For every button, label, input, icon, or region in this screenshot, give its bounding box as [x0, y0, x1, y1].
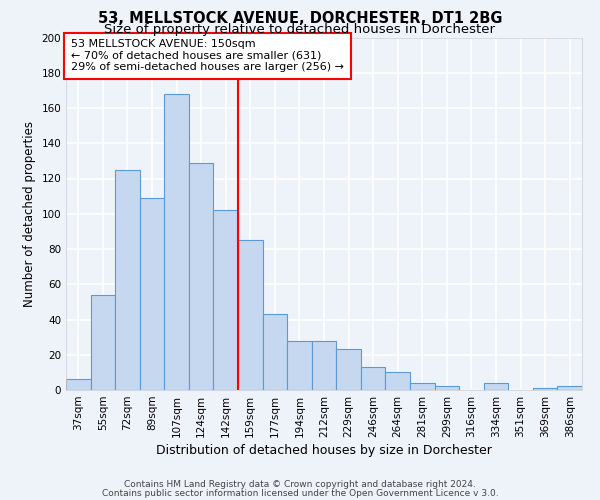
- Bar: [214, 210, 238, 390]
- Text: Size of property relative to detached houses in Dorchester: Size of property relative to detached ho…: [104, 23, 496, 36]
- Y-axis label: Number of detached properties: Number of detached properties: [23, 120, 36, 306]
- Text: 53 MELLSTOCK AVENUE: 150sqm
← 70% of detached houses are smaller (631)
29% of se: 53 MELLSTOCK AVENUE: 150sqm ← 70% of det…: [71, 40, 344, 72]
- Bar: [533, 388, 557, 390]
- Text: Contains HM Land Registry data © Crown copyright and database right 2024.: Contains HM Land Registry data © Crown c…: [124, 480, 476, 489]
- Text: Contains public sector information licensed under the Open Government Licence v : Contains public sector information licen…: [101, 488, 499, 498]
- Bar: [238, 240, 263, 390]
- Bar: [434, 386, 459, 390]
- Bar: [557, 386, 582, 390]
- X-axis label: Distribution of detached houses by size in Dorchester: Distribution of detached houses by size …: [156, 444, 492, 457]
- Bar: [164, 94, 189, 390]
- Bar: [91, 295, 115, 390]
- Bar: [385, 372, 410, 390]
- Text: 53, MELLSTOCK AVENUE, DORCHESTER, DT1 2BG: 53, MELLSTOCK AVENUE, DORCHESTER, DT1 2B…: [98, 11, 502, 26]
- Bar: [140, 198, 164, 390]
- Bar: [287, 340, 312, 390]
- Bar: [263, 314, 287, 390]
- Bar: [115, 170, 140, 390]
- Bar: [312, 340, 336, 390]
- Bar: [336, 350, 361, 390]
- Bar: [410, 383, 434, 390]
- Bar: [66, 380, 91, 390]
- Bar: [484, 383, 508, 390]
- Bar: [361, 367, 385, 390]
- Bar: [189, 162, 214, 390]
